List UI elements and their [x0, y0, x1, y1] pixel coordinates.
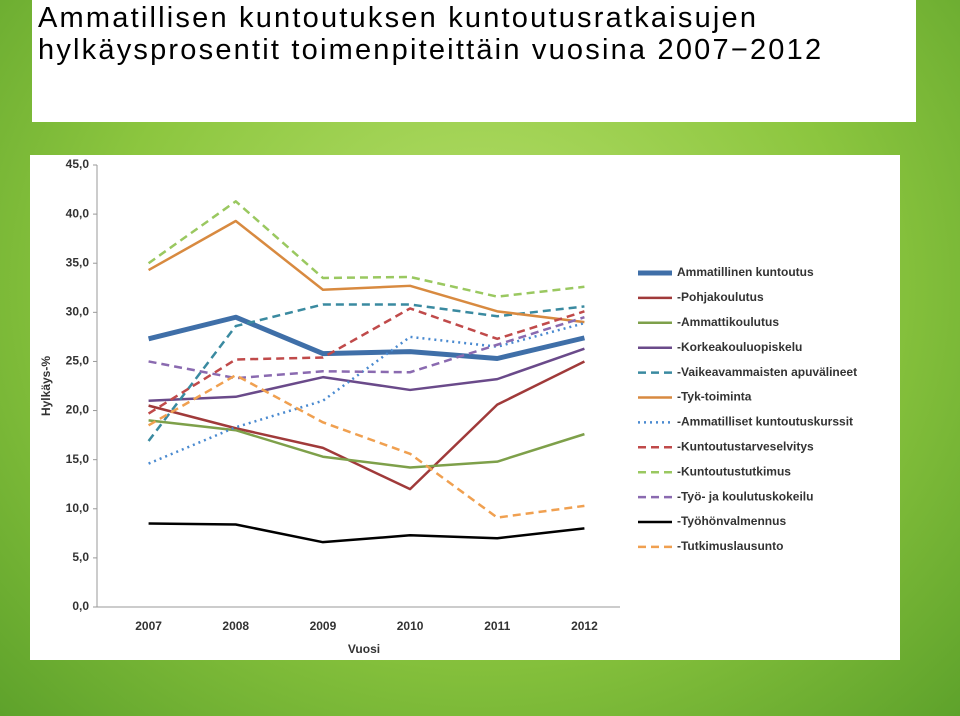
legend-label: -Ammattikoulutus	[677, 315, 779, 329]
legend-label: -Vaikeavammaisten apuvälineet	[677, 365, 857, 379]
legend-label: -Kuntoutustarveselvitys	[677, 439, 814, 453]
series-line	[148, 360, 585, 491]
series-line	[147, 307, 585, 415]
series-line	[147, 219, 585, 324]
series-line	[147, 314, 585, 361]
x-axis-label: Vuosi	[348, 642, 380, 656]
y-tick-label: 30,0	[66, 305, 90, 319]
chart-title: Ammatillisen kuntoutuksen kuntoutusratka…	[38, 2, 824, 66]
legend-label: -Korkeakouluopiskelu	[677, 340, 802, 354]
series-line	[147, 200, 585, 298]
legend-label: -Tutkimuslausunto	[677, 539, 783, 553]
series-line	[148, 347, 585, 402]
x-tick-label: 2010	[397, 619, 424, 633]
legend-label: -Ammatilliset kuntoutuskurssit	[677, 415, 853, 429]
legend-label: -Pohjakoulutus	[677, 290, 764, 304]
y-tick-label: 20,0	[66, 403, 90, 417]
legend-label: -Kuntoutustutkimus	[677, 464, 791, 478]
series-line	[148, 522, 585, 544]
y-tick-label: 45,0	[66, 157, 90, 171]
series-line	[147, 373, 585, 519]
x-tick-label: 2009	[310, 619, 337, 633]
legend-label: Ammatillinen kuntoutus	[677, 265, 814, 279]
y-tick-label: 40,0	[66, 206, 90, 220]
x-tick-label: 2011	[484, 619, 510, 633]
series-line	[147, 303, 585, 442]
y-tick-label: 5,0	[72, 550, 89, 564]
y-axis-label: Hylkäys-%	[39, 356, 53, 416]
series-line	[148, 316, 585, 380]
y-tick-label: 25,0	[66, 354, 90, 368]
legend-label: -Tyk-toiminta	[677, 390, 752, 404]
title-box: Ammatillisen kuntoutuksen kuntoutusratka…	[32, 0, 916, 122]
x-tick-label: 2012	[571, 619, 598, 633]
legend-label: -Työ- ja koulutuskokeilu	[677, 489, 813, 503]
x-tick-label: 2007	[135, 619, 162, 633]
x-tick-label: 2008	[222, 619, 249, 633]
series-line	[148, 419, 585, 469]
y-tick-label: 15,0	[66, 452, 90, 466]
y-tick-label: 0,0	[72, 599, 89, 613]
legend-label: -Työhönvalmennus	[677, 514, 786, 528]
y-tick-label: 10,0	[66, 501, 90, 515]
series-line	[148, 321, 585, 465]
y-tick-label: 35,0	[66, 255, 90, 269]
